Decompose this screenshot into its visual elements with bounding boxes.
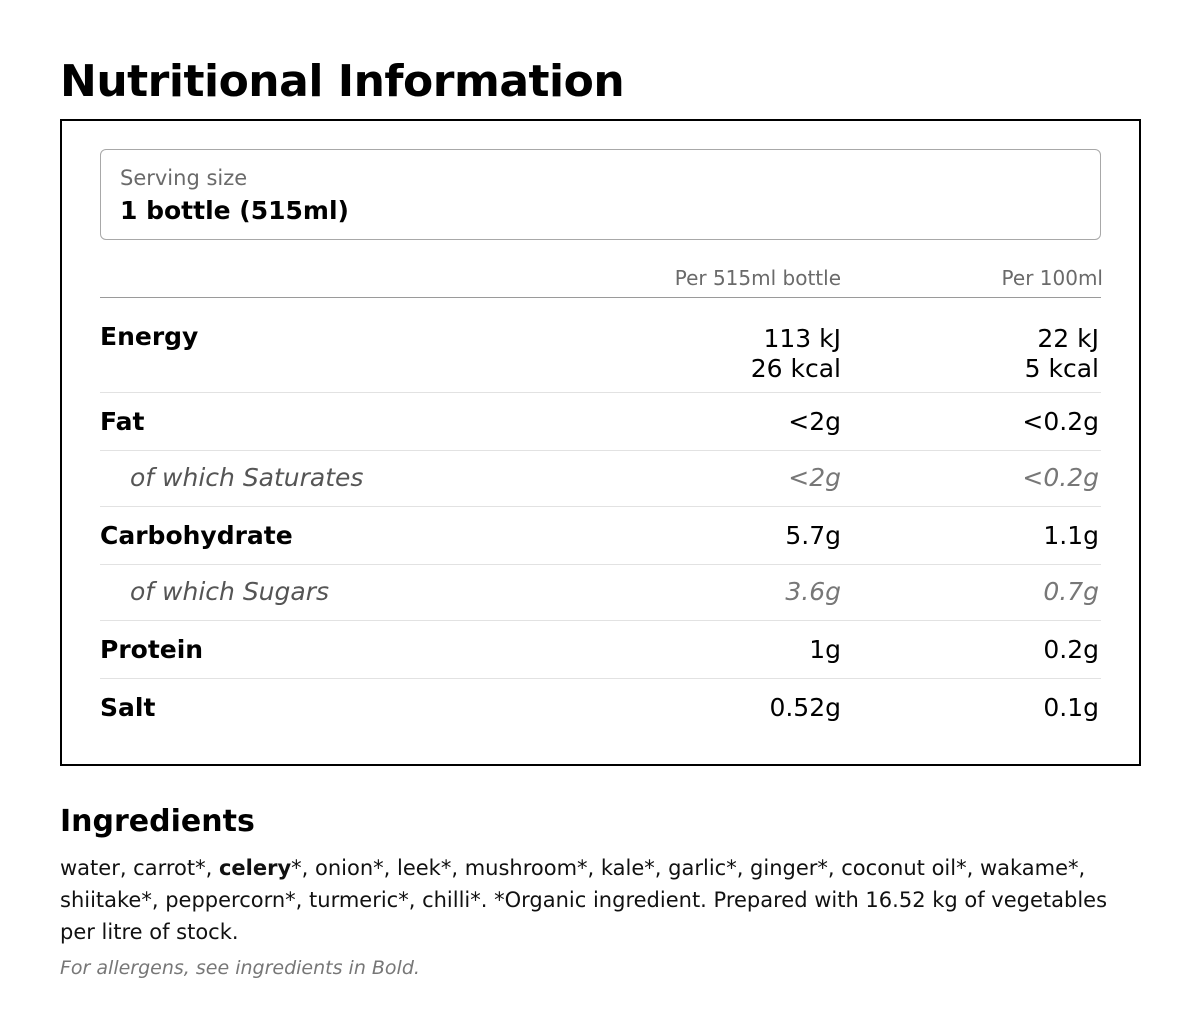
nutrient-row-sugars: of which Sugars 3.6g 0.7g bbox=[100, 565, 1101, 621]
ingredients-text: water, carrot*, celery*, onion*, leek*, … bbox=[60, 852, 1140, 948]
per-bottle-value: <2g bbox=[788, 463, 841, 492]
nutrient-label: Fat bbox=[100, 407, 145, 436]
nutrient-label: of which Saturates bbox=[130, 463, 364, 492]
nutrient-label: of which Sugars bbox=[130, 577, 330, 606]
per-100ml-value: <0.2g bbox=[1022, 463, 1099, 492]
serving-size-value: 1 bottle (515ml) bbox=[120, 196, 349, 225]
nutrient-row-fat: Fat <2g <0.2g bbox=[100, 393, 1101, 451]
nutrient-row-energy: Energy 113 kJ 26 kcal 22 kJ 5 kcal bbox=[100, 298, 1101, 393]
per-100ml-value: 1.1g bbox=[1043, 521, 1099, 550]
nutrition-panel: Serving size 1 bottle (515ml) Per 515ml … bbox=[60, 119, 1141, 766]
nutrient-row-saturates: of which Saturates <2g <0.2g bbox=[100, 451, 1101, 507]
nutrient-row-salt: Salt 0.52g 0.1g bbox=[100, 679, 1101, 736]
per-bottle-value: <2g bbox=[788, 407, 841, 436]
header-divider bbox=[100, 297, 1101, 298]
per-bottle-value: 3.6g bbox=[785, 577, 841, 606]
nutrient-label: Protein bbox=[100, 635, 204, 664]
nutrient-row-carbohydrate: Carbohydrate 5.7g 1.1g bbox=[100, 507, 1101, 565]
allergen-note: For allergens, see ingredients in Bold. bbox=[60, 957, 420, 979]
serving-size-label: Serving size bbox=[120, 166, 248, 190]
nutrient-label: Energy bbox=[100, 322, 199, 351]
per-bottle-value: 113 kJ 26 kcal bbox=[751, 324, 841, 384]
column-header-per-bottle: Per 515ml bottle bbox=[674, 266, 841, 290]
energy-kj-per-100ml: 22 kJ bbox=[1037, 324, 1099, 353]
nutrient-row-protein: Protein 1g 0.2g bbox=[100, 621, 1101, 679]
per-100ml-value: 0.2g bbox=[1043, 635, 1099, 664]
allergen-ingredient: celery bbox=[218, 856, 292, 880]
per-bottle-value: 1g bbox=[809, 635, 841, 664]
ingredients-heading: Ingredients bbox=[60, 804, 255, 839]
per-100ml-value: 0.7g bbox=[1043, 577, 1099, 606]
per-100ml-value: <0.2g bbox=[1022, 407, 1099, 436]
energy-kcal-per-bottle: 26 kcal bbox=[750, 354, 841, 383]
page-title: Nutritional Information bbox=[60, 56, 625, 107]
column-header-per-100ml: Per 100ml bbox=[1001, 266, 1103, 290]
energy-kj-per-bottle: 113 kJ bbox=[763, 324, 841, 353]
nutrient-label: Salt bbox=[100, 693, 156, 722]
per-bottle-value: 5.7g bbox=[785, 521, 841, 550]
ingredients-text-after: *, onion*, leek*, mushroom*, kale*, garl… bbox=[60, 856, 1108, 944]
energy-kcal-per-100ml: 5 kcal bbox=[1024, 354, 1099, 383]
nutrient-label: Carbohydrate bbox=[100, 521, 293, 550]
per-bottle-value: 0.52g bbox=[769, 693, 841, 722]
per-100ml-value: 0.1g bbox=[1043, 693, 1099, 722]
serving-size-box: Serving size 1 bottle (515ml) bbox=[100, 149, 1101, 240]
ingredients-text-before: water, carrot*, bbox=[60, 856, 219, 880]
per-100ml-value: 22 kJ 5 kcal bbox=[1025, 324, 1099, 384]
